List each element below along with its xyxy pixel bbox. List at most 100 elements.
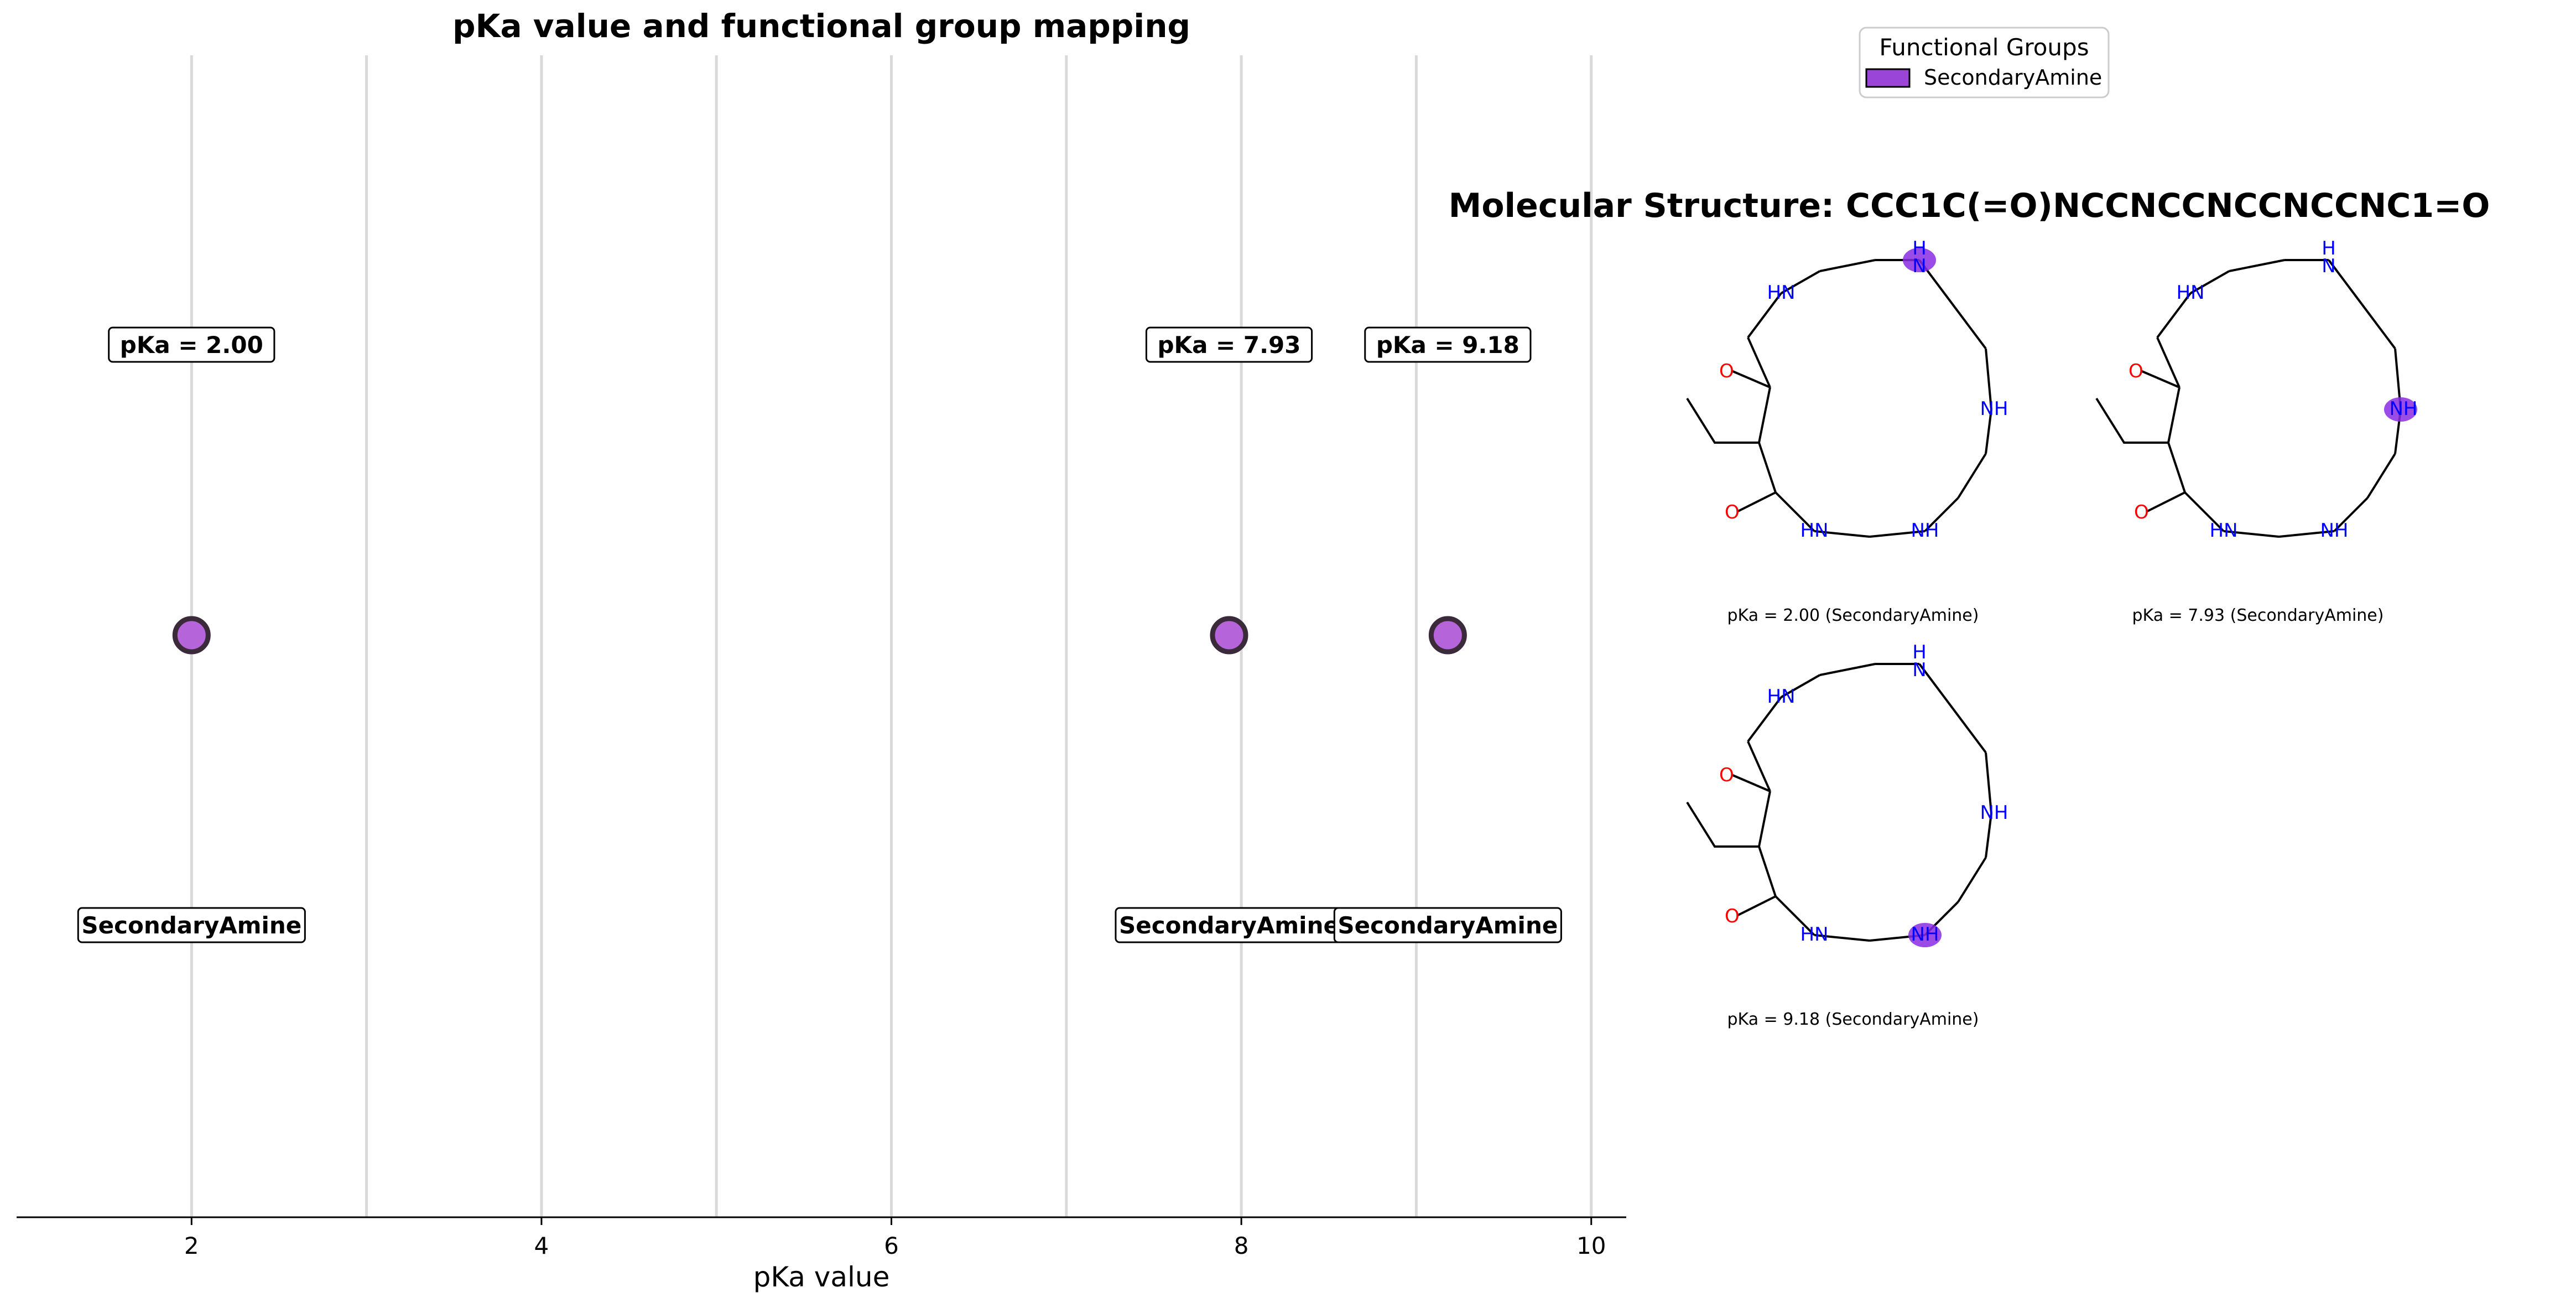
- x-axis-label: pKa value: [753, 1261, 890, 1293]
- bond: [2361, 303, 2396, 350]
- bond: [2190, 270, 2230, 294]
- bond: [1758, 442, 1777, 493]
- pka-label-3-box: [1364, 326, 1532, 363]
- data-points: pKa = 2.00 SecondaryAmine pKa = 7.93 Second…: [77, 326, 1562, 943]
- bond: [1758, 846, 1777, 897]
- nitrogen-atom: NH: [1980, 802, 2008, 824]
- molecule-drawing-2: O O HN HN NH NH HN: [2095, 237, 2418, 542]
- legend: Functional Groups SecondaryAmine: [1859, 27, 2110, 98]
- bond: [2223, 530, 2280, 538]
- bond: [1819, 259, 1876, 272]
- bond: [2167, 387, 2181, 443]
- nitrogen-atom: NH: [1911, 923, 1939, 946]
- pka-label-3-text: pKa = 9.18: [1376, 331, 1519, 359]
- bond: [1985, 409, 1992, 454]
- nitrogen-atom: N: [1912, 659, 1926, 681]
- nitrogen-atom: NH: [1980, 398, 2008, 420]
- nitrogen-atom: NH: [1911, 520, 1939, 542]
- oxygen-atom: O: [1725, 501, 1740, 523]
- highlighted-amine: [1903, 248, 1936, 272]
- carbonyl-bond: [1731, 774, 1771, 792]
- bond: [2366, 453, 2396, 499]
- oxygen-atom: O: [1725, 905, 1740, 927]
- nitrogen-atom: HN: [2210, 520, 2238, 542]
- carbonyl-bond: [2146, 491, 2185, 513]
- bond: [1747, 292, 1782, 339]
- pka-point-3: [1428, 616, 1467, 655]
- pka-point-1: [172, 616, 211, 655]
- bond: [2333, 497, 2369, 532]
- bond: [1774, 895, 1815, 936]
- carbonyl-bond: [1736, 491, 1776, 513]
- nitrogen-atom: H: [1912, 641, 1927, 663]
- x-axis-ticks: 2 4 6 8 10: [184, 1217, 1606, 1259]
- nitrogen-atom: HN: [1800, 923, 1829, 946]
- carbonyl-bond: [1731, 370, 1771, 388]
- bond: [1747, 337, 1771, 388]
- carbonyl-bond: [1736, 895, 1776, 917]
- ethyl-bond: [2095, 397, 2168, 444]
- nitrogen-atom: N: [1912, 255, 1926, 277]
- pka-label-2: pKa = 7.93: [1145, 326, 1313, 363]
- group-label-2-text: SecondaryAmine: [1119, 912, 1339, 939]
- molecule-drawing-3: O O HN HN NH NH HN: [1686, 641, 2008, 947]
- group-label-3-box: [1333, 907, 1562, 943]
- bond: [1747, 741, 1771, 792]
- nitrogen-atom: HN: [1800, 520, 1829, 542]
- bond: [1747, 696, 1782, 743]
- structure-title: Molecular Structure: CCC1C(=O)NCCNCCNCCN…: [1449, 186, 2490, 225]
- structure-caption-2: pKa = 7.93 (SecondaryAmine): [2132, 606, 2384, 625]
- bond: [1951, 707, 1987, 754]
- carbonyl-bond: [2140, 370, 2180, 388]
- bond: [1924, 497, 1959, 532]
- molecule-drawing-1: O O HN HN NH NH HN: [1686, 237, 2008, 542]
- highlighted-amine: [1908, 923, 1942, 947]
- bond: [1781, 674, 1820, 698]
- pka-label-1-box: [108, 326, 275, 363]
- x-tick-label-4: 4: [534, 1232, 549, 1259]
- bond: [1985, 348, 1992, 410]
- bond: [2156, 292, 2192, 339]
- grid-lines: [190, 55, 1593, 1217]
- structure-caption-3: pKa = 9.18 (SecondaryAmine): [1727, 1010, 1979, 1029]
- nitrogen-atom: HN: [2177, 282, 2205, 304]
- structure-caption-1: pKa = 2.00 (SecondaryAmine): [1727, 606, 1979, 625]
- oxygen-atom: O: [1719, 764, 1734, 786]
- bond: [1814, 530, 1870, 538]
- oxygen-atom: O: [2134, 501, 2149, 523]
- legend-title: Functional Groups: [1879, 34, 2089, 61]
- x-tick-label-8: 8: [1234, 1232, 1249, 1259]
- bond: [1774, 491, 1815, 532]
- molecular-structure-panel: Molecular Structure: CCC1C(=O)NCCNCCNCCN…: [1449, 186, 2490, 1029]
- bond: [2328, 259, 2363, 305]
- nitrogen-atom: HN: [1767, 282, 1796, 304]
- pka-chart: pKa value and functional group mapping 2…: [17, 7, 1626, 1293]
- nitrogen-atom: HN: [1767, 686, 1796, 708]
- bond: [1957, 857, 1987, 903]
- bond: [2156, 337, 2181, 388]
- pka-label-1: pKa = 2.00: [108, 326, 275, 363]
- group-label-2: SecondaryAmine: [1115, 907, 1344, 943]
- nitrogen-atom: NH: [2320, 520, 2349, 542]
- chart-title: pKa value and functional group mapping: [452, 7, 1190, 45]
- bond: [1869, 530, 1926, 538]
- bond: [1985, 813, 1992, 858]
- group-label-3-text: SecondaryAmine: [1338, 912, 1558, 939]
- bond: [1814, 934, 1870, 942]
- bond: [2278, 530, 2335, 538]
- bond: [2229, 259, 2285, 272]
- pka-point-2: [1210, 616, 1248, 655]
- legend-entry-label: SecondaryAmine: [1924, 65, 2102, 90]
- nitrogen-atom: N: [2322, 255, 2335, 277]
- pka-label-2-box: [1145, 326, 1313, 363]
- bond: [1985, 752, 1992, 814]
- oxygen-atom: O: [2129, 360, 2143, 382]
- group-label-1-text: SecondaryAmine: [81, 912, 301, 939]
- bond: [1951, 303, 1987, 350]
- legend-swatch: [1865, 68, 1911, 88]
- bond: [1758, 387, 1771, 443]
- bond: [1819, 663, 1876, 676]
- pka-label-1-text: pKa = 2.00: [120, 331, 263, 359]
- bond: [1781, 270, 1820, 294]
